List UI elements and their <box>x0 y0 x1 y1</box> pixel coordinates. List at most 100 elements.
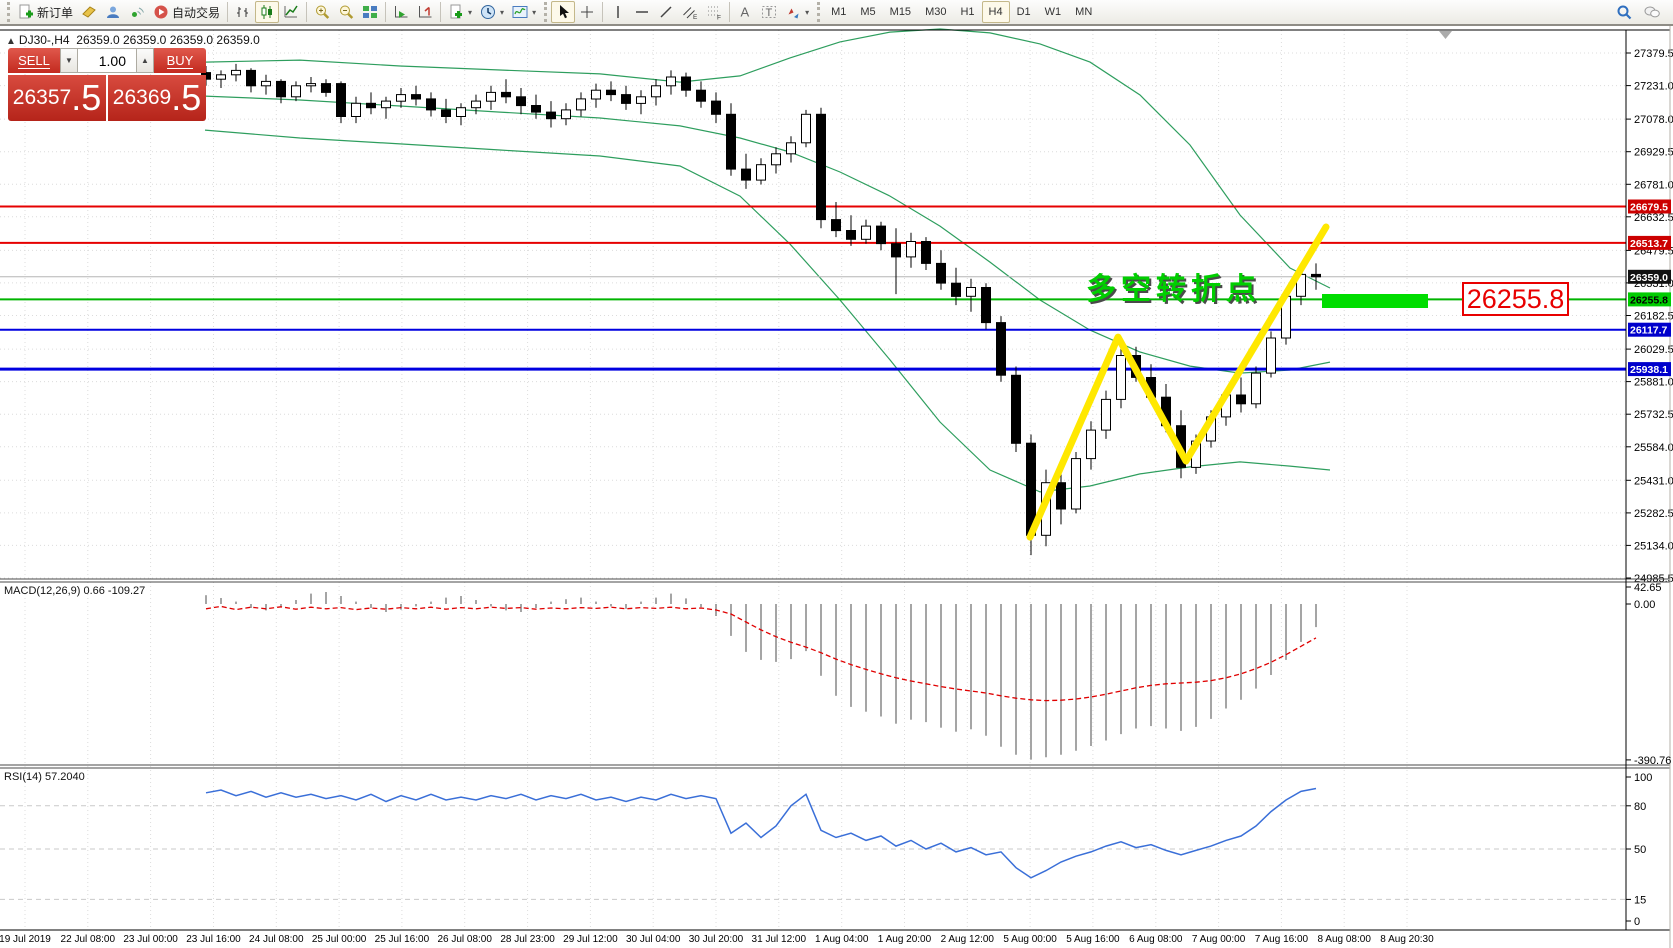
support-highlight-rect[interactable] <box>1322 294 1428 308</box>
price-tag <box>1628 362 1671 377</box>
tip-button[interactable] <box>77 1 101 23</box>
candlestick-button[interactable] <box>255 1 280 23</box>
trend-zigzag-line[interactable] <box>1026 223 1330 541</box>
timeframe-H1-button[interactable]: H1 <box>953 1 981 23</box>
new-order-icon <box>19 4 33 19</box>
candle <box>936 262 946 284</box>
candle <box>906 241 916 258</box>
date-label: 26 Jul 08:00 <box>437 934 492 945</box>
price-tick-label: 26029.5 <box>1634 344 1673 356</box>
rsi-scale-label: 100 <box>1634 772 1652 784</box>
new-template-button[interactable]: ▾ <box>444 1 476 23</box>
tip-icon <box>82 6 96 18</box>
chat-button[interactable] <box>1640 1 1664 23</box>
timeframe-W1-button[interactable]: W1 <box>1038 1 1069 23</box>
candle <box>831 219 841 232</box>
arrows-button[interactable]: ▾ <box>781 1 813 23</box>
search-icon <box>1617 5 1632 20</box>
trendline-button[interactable] <box>654 1 678 23</box>
line-chart-button[interactable] <box>279 1 303 23</box>
new-template-icon <box>450 4 463 19</box>
price-tag <box>1628 235 1671 250</box>
auto-scroll-icon <box>395 6 408 18</box>
candle <box>516 96 526 107</box>
price-tick-label: 25881.0 <box>1634 377 1673 389</box>
macd-scale-label: -390.76 <box>1634 755 1671 767</box>
community-icon <box>107 6 120 18</box>
candle <box>561 109 571 120</box>
candle <box>621 94 631 104</box>
collapse-panel-icon[interactable]: ▲ <box>6 36 16 47</box>
toolbar-separator <box>385 2 387 22</box>
zoom-out-button[interactable] <box>334 1 358 23</box>
period-button[interactable]: ▾ <box>476 1 508 23</box>
symbol-name: DJ30-,H4 <box>18 33 70 47</box>
zoom-in-button[interactable] <box>310 1 334 23</box>
timeframe-M1-button[interactable]: M1 <box>824 1 853 23</box>
candle <box>426 98 436 111</box>
chart-shift-button[interactable] <box>413 1 437 23</box>
fibonacci-button[interactable]: F <box>702 1 726 23</box>
current-bar-marker-icon <box>1439 31 1452 39</box>
cursor-button[interactable] <box>551 1 576 23</box>
date-label: 8 Aug 08:00 <box>1318 934 1372 945</box>
cursor-icon <box>560 5 570 19</box>
candle <box>861 225 871 240</box>
search-button[interactable] <box>1612 1 1636 23</box>
text-button[interactable]: A <box>733 1 757 23</box>
date-label: 19 Jul 2019 <box>0 934 51 945</box>
date-label: 1 Aug 20:00 <box>878 934 932 945</box>
buy-button[interactable]: BUY <box>154 48 206 73</box>
tile-windows-button[interactable] <box>358 1 382 23</box>
price-tag <box>1628 269 1671 284</box>
bollinger-lower-band <box>204 129 1331 493</box>
timeframe-M30-button[interactable]: M30 <box>918 1 953 23</box>
price-tick-label: 26929.5 <box>1634 147 1673 159</box>
timeframe-D1-button[interactable]: D1 <box>1010 1 1038 23</box>
buy-price[interactable]: 26369.5 <box>108 75 206 121</box>
turning-point-annotation[interactable]: 多空转折点 <box>1086 273 1261 306</box>
text-label-button[interactable]: T <box>757 1 781 23</box>
dropdown-arrow-icon[interactable]: ▾ <box>500 7 505 17</box>
dropdown-arrow-icon[interactable]: ▾ <box>532 7 537 17</box>
candle <box>771 153 781 166</box>
date-label: 2 Aug 12:00 <box>941 934 995 945</box>
dropdown-arrow-icon[interactable]: ▾ <box>468 7 473 17</box>
toolbar-right-group <box>1612 1 1670 23</box>
rsi-scale-label: 0 <box>1634 916 1640 928</box>
crosshair-button[interactable] <box>575 1 599 23</box>
fibonacci-icon: F <box>708 6 721 20</box>
sell-price[interactable]: 26357.5 <box>8 75 106 121</box>
candle <box>501 91 511 98</box>
auto-scroll-button[interactable] <box>389 1 413 23</box>
bar-chart-button[interactable] <box>231 1 255 23</box>
dropdown-arrow-icon[interactable]: ▾ <box>805 7 810 17</box>
volume-decrease-button[interactable]: ▼ <box>60 48 78 73</box>
candle <box>1266 337 1276 374</box>
volume-increase-button[interactable]: ▲ <box>136 48 154 73</box>
candle <box>651 85 661 98</box>
horizontal-line-button[interactable] <box>630 1 654 23</box>
timeframe-MN-button[interactable]: MN <box>1068 1 1099 23</box>
candle <box>546 111 556 120</box>
timeframe-M5-button[interactable]: M5 <box>853 1 882 23</box>
volume-input[interactable] <box>78 48 136 73</box>
signals-button[interactable] <box>125 1 149 23</box>
community-button[interactable] <box>101 1 125 23</box>
price-callout-box[interactable]: 26255.8 <box>1462 282 1569 316</box>
candle <box>1086 429 1096 460</box>
macd-scale-label: 42.65 <box>1634 582 1662 594</box>
timeframe-M15-button[interactable]: M15 <box>883 1 918 23</box>
auto-trading-button[interactable]: 自动交易 <box>149 1 224 23</box>
sell-button[interactable]: SELL <box>8 48 60 73</box>
timeframe-H4-button[interactable]: H4 <box>981 1 1010 23</box>
candle <box>696 89 706 102</box>
vertical-line-button[interactable] <box>606 1 630 23</box>
new-order-button[interactable]: 新订单 <box>14 1 77 23</box>
date-label: 8 Aug 20:30 <box>1380 934 1434 945</box>
indicators-button[interactable]: ▾ <box>508 1 540 23</box>
candle <box>246 69 256 87</box>
channel-button[interactable]: E <box>678 1 702 23</box>
candle <box>681 76 691 91</box>
